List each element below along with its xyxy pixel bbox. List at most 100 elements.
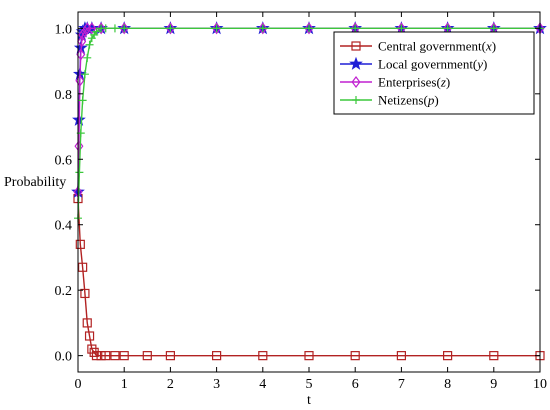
legend-label: Netizens(p) xyxy=(378,93,439,108)
data-point-marker xyxy=(83,53,92,62)
data-point-marker xyxy=(165,351,175,361)
data-point-marker xyxy=(258,22,268,35)
legend-item: Central government(x) xyxy=(340,39,496,54)
data-point-marker xyxy=(85,40,94,49)
x-tick-label: 5 xyxy=(306,377,313,392)
data-point-marker xyxy=(80,70,89,79)
y-tick-label: 0.8 xyxy=(55,88,73,103)
data-point-marker xyxy=(82,318,92,328)
x-tick-label: 9 xyxy=(490,377,497,392)
x-tick-label: 8 xyxy=(444,377,451,392)
y-axis-label: Probability xyxy=(4,175,66,190)
y-axis-ticks: 0.0 0.2 0.4 0.6 0.8 1.0 xyxy=(55,22,540,365)
y-tick-label: 0.6 xyxy=(55,153,73,168)
data-point-marker xyxy=(80,25,90,38)
data-point-marker xyxy=(120,24,129,33)
legend-label-variable: z xyxy=(440,75,446,90)
legend-label-variable: y xyxy=(475,57,483,72)
legend: Central government(x)Local government(y)… xyxy=(333,31,535,115)
data-point-marker xyxy=(166,24,175,33)
data-point-marker xyxy=(212,22,222,35)
y-tick-label: 0.4 xyxy=(55,219,73,234)
legend-label-paren: ) xyxy=(483,57,487,72)
data-point-marker xyxy=(75,168,84,177)
legend-label-text: Netizens( xyxy=(378,93,428,108)
data-point-marker xyxy=(96,351,106,361)
data-point-marker xyxy=(489,351,499,361)
data-point-marker xyxy=(351,24,360,33)
data-point-marker xyxy=(87,22,97,35)
data-point-marker xyxy=(142,351,152,361)
data-point-marker xyxy=(396,351,406,361)
data-point-marker xyxy=(489,24,498,33)
x-tick-label: 2 xyxy=(167,377,174,392)
data-point-marker xyxy=(305,24,313,33)
legend-label-paren: ) xyxy=(446,75,450,90)
legend-label: Central government(x) xyxy=(378,39,496,54)
legend-marker-swatch xyxy=(352,96,360,104)
legend-item: Netizens(p) xyxy=(340,93,439,108)
data-point-marker xyxy=(80,288,90,299)
series-line xyxy=(77,198,540,357)
legend-label-paren: ) xyxy=(492,39,496,54)
legend-label-text: Central government( xyxy=(378,39,486,54)
data-point-marker xyxy=(89,347,99,357)
legend-label: Enterprises(z) xyxy=(378,75,450,90)
data-point-marker xyxy=(101,351,111,361)
data-point-marker xyxy=(350,351,360,361)
data-point-marker xyxy=(110,351,120,361)
x-tick-label: 3 xyxy=(213,377,220,392)
series-0 xyxy=(73,193,545,361)
legend-item: Local government(y) xyxy=(340,57,487,72)
y-tick-label: 0.0 xyxy=(55,350,73,365)
x-axis-ticks: 0 1 2 3 4 5 6 7 8 9 10 xyxy=(75,12,547,392)
x-tick-label: 1 xyxy=(121,377,128,392)
data-point-marker xyxy=(304,351,314,361)
data-point-marker xyxy=(443,24,452,33)
data-point-marker xyxy=(75,74,85,87)
legend-label-variable: x xyxy=(485,39,492,54)
legend-marker-swatch xyxy=(351,76,361,88)
data-point-marker xyxy=(165,22,175,35)
data-point-marker xyxy=(119,351,129,361)
legend-label-paren: ) xyxy=(434,93,438,108)
x-tick-label: 7 xyxy=(398,377,405,392)
legend-label-text: Local government( xyxy=(378,57,477,72)
y-tick-label: 1.0 xyxy=(55,22,73,37)
data-point-marker xyxy=(258,24,267,33)
legend-item: Enterprises(z) xyxy=(340,75,450,90)
x-tick-label: 0 xyxy=(75,377,82,392)
x-axis-label: t xyxy=(307,393,311,408)
data-point-marker xyxy=(78,96,87,105)
data-point-marker xyxy=(77,35,87,48)
x-tick-label: 10 xyxy=(533,377,547,392)
data-point-marker xyxy=(91,351,102,361)
data-point-marker xyxy=(78,28,88,41)
data-point-marker xyxy=(443,351,453,361)
data-point-marker xyxy=(110,24,119,33)
series-layer xyxy=(71,21,547,361)
data-point-marker xyxy=(212,24,221,33)
y-tick-label: 0.2 xyxy=(55,284,73,299)
data-point-marker xyxy=(87,344,97,354)
data-point-marker xyxy=(92,27,101,36)
legend-label: Local government(y) xyxy=(378,57,487,72)
legend-label-text: Enterprises( xyxy=(378,75,441,90)
legend-label-variable: p xyxy=(427,93,435,108)
legend-marker-swatch xyxy=(351,41,361,51)
data-point-marker xyxy=(119,22,129,35)
data-point-marker xyxy=(304,22,314,35)
data-point-marker xyxy=(212,351,222,361)
data-point-marker xyxy=(78,262,88,272)
series-3 xyxy=(74,24,544,223)
x-tick-label: 4 xyxy=(259,377,266,392)
data-point-marker xyxy=(75,239,85,249)
data-point-marker xyxy=(397,24,406,33)
data-point-marker xyxy=(258,351,268,361)
data-point-marker xyxy=(74,140,84,153)
x-tick-label: 6 xyxy=(352,377,359,392)
data-point-marker xyxy=(101,24,110,33)
data-point-marker xyxy=(84,331,95,341)
data-point-marker xyxy=(96,22,106,35)
